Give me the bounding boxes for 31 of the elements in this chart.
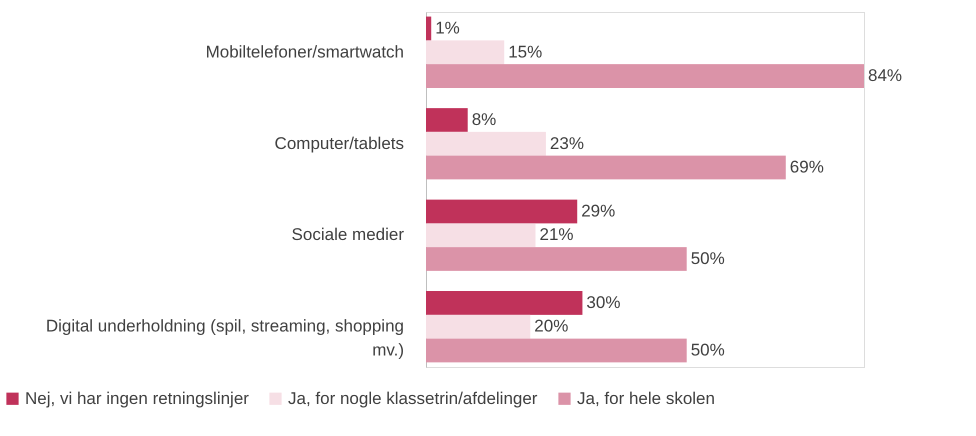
data-label: 50% bbox=[690, 249, 725, 268]
bar bbox=[426, 108, 468, 132]
data-label: 8% bbox=[472, 110, 496, 129]
data-label: 50% bbox=[690, 340, 725, 360]
bar bbox=[426, 156, 786, 180]
y-tick-label: Mobiltelefoner/smartwatch bbox=[206, 42, 404, 62]
data-label: 1% bbox=[435, 18, 460, 38]
data-label: 29% bbox=[581, 201, 616, 220]
bar bbox=[426, 16, 432, 40]
y-tick-label: Digital underholdning (spil, streaming, shopping mv.) bbox=[46, 316, 404, 360]
data-label: 84% bbox=[868, 66, 902, 86]
bar bbox=[426, 291, 582, 315]
data-label: 23% bbox=[550, 134, 584, 153]
data-label: 69% bbox=[790, 158, 824, 177]
data-label: 30% bbox=[586, 292, 620, 312]
bar bbox=[426, 314, 530, 339]
bar bbox=[426, 338, 687, 362]
bar bbox=[426, 247, 687, 271]
y-tick-label: Computer/tablets bbox=[274, 134, 404, 153]
bar bbox=[426, 223, 536, 248]
data-label: 15% bbox=[508, 42, 542, 62]
y-tick-label: Sociale medier bbox=[292, 225, 404, 244]
bar bbox=[426, 200, 578, 224]
bar bbox=[426, 64, 864, 88]
legend-label: Nej, vi har ingen retningslinjer bbox=[25, 388, 250, 408]
bar bbox=[426, 40, 504, 64]
legend-label: Ja, for nogle klassetrin/afdelinger bbox=[288, 388, 538, 408]
data-label: 21% bbox=[540, 225, 574, 244]
data-label: 20% bbox=[534, 316, 568, 336]
bar bbox=[426, 132, 546, 156]
legend-label: Ja, for hele skolen bbox=[577, 388, 715, 408]
